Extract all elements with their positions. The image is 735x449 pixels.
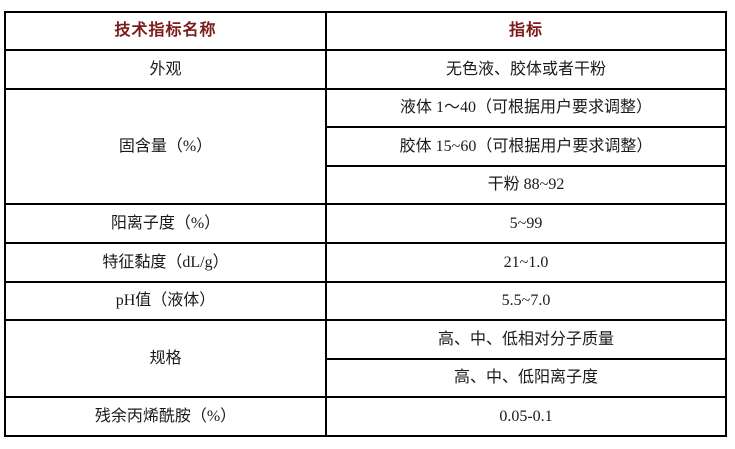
row-value-cationic-degree: 5~99 (325, 203, 727, 244)
row-label-specification: 规格 (4, 319, 327, 399)
row-value-solid-content-powder: 干粉 88~92 (325, 164, 727, 206)
row-label-solid-content: 固含量（%） (4, 87, 327, 206)
row-label-viscosity: 特征黏度（dL/g） (4, 241, 327, 283)
table-row: 阳离子度（%） 5~99 (4, 203, 727, 244)
table-row: 规格 高、中、低相对分子质量 (4, 319, 727, 399)
row-label-appearance: 外观 (4, 49, 327, 90)
row-label-cationic-degree: 阳离子度（%） (4, 203, 327, 244)
table-row: 胶体 15~60（可根据用户要求调整） (5, 126, 727, 167)
header-cell-indicator: 指标 (325, 11, 727, 51)
row-value-specification-molecular-mass: 高、中、低相对分子质量 (325, 319, 727, 360)
row-value-specification-cationic: 高、中、低阳离子度 (325, 357, 727, 399)
table-row: 高、中、低阳离子度 (5, 357, 727, 399)
row-label-residual-acrylamide: 残余丙烯酰胺（%） (4, 396, 327, 437)
table-row: 固含量（%） 液体 1～40（可根据用户要求调整） (4, 87, 727, 206)
header-cell-name: 技术指标名称 (4, 11, 327, 51)
table-row: 残余丙烯酰胺（%） 0.05-0.1 (4, 396, 727, 437)
table-row: 外观 无色液、胶体或者干粉 (4, 49, 727, 90)
table-row: pH值（液体） 5.5~7.0 (4, 280, 727, 322)
table-header-row: 技术指标名称 指标 (4, 11, 727, 51)
row-label-ph: pH值（液体） (4, 280, 327, 322)
table-row: 特征黏度（dL/g） 21~1.0 (4, 241, 727, 283)
row-value-solid-content-liquid: 液体 1～40（可根据用户要求调整） (325, 87, 727, 129)
row-value-residual-acrylamide: 0.05-0.1 (325, 396, 727, 437)
row-value-ph: 5.5~7.0 (325, 280, 727, 322)
row-value-appearance: 无色液、胶体或者干粉 (325, 49, 727, 90)
row-value-viscosity: 21~1.0 (325, 241, 727, 283)
row-value-solid-content-colloid: 胶体 15~60（可根据用户要求调整） (325, 126, 727, 167)
spec-table: 技术指标名称 指标 外观 无色液、胶体或者干粉 固含量（%） 液体 1～40（可… (4, 11, 727, 437)
table-row: 干粉 88~92 (5, 164, 727, 206)
